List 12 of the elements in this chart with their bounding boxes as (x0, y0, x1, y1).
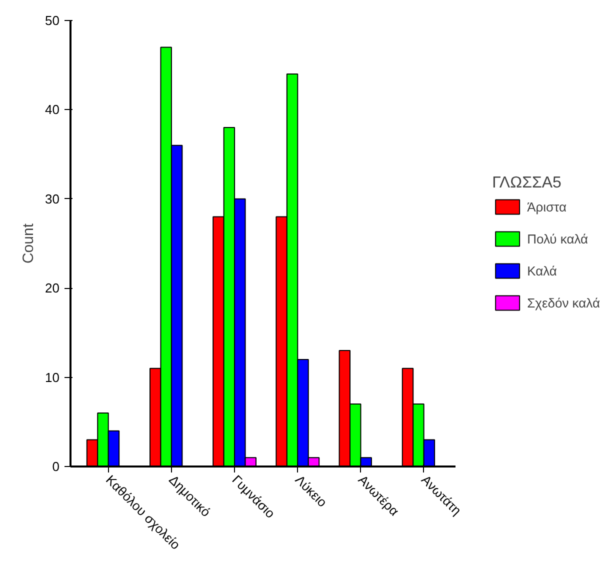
legend-label: Σχεδόν καλά (527, 295, 600, 310)
legend-label: Πολύ καλά (527, 231, 588, 246)
y-tick-label: 40 (45, 102, 60, 118)
y-axis-title: Count (20, 222, 38, 264)
y-tick-label: 30 (45, 191, 60, 206)
y-tick-label: 20 (45, 280, 60, 296)
legend-label: Καλά (527, 263, 557, 278)
legend-label: Άριστα (527, 199, 567, 214)
y-tick-label: 50 (45, 13, 60, 28)
legend-title: ΓΛΩΣΣΑ5 (492, 174, 562, 192)
y-tick-label: 0 (52, 459, 60, 474)
y-tick-label: 10 (45, 370, 60, 385)
